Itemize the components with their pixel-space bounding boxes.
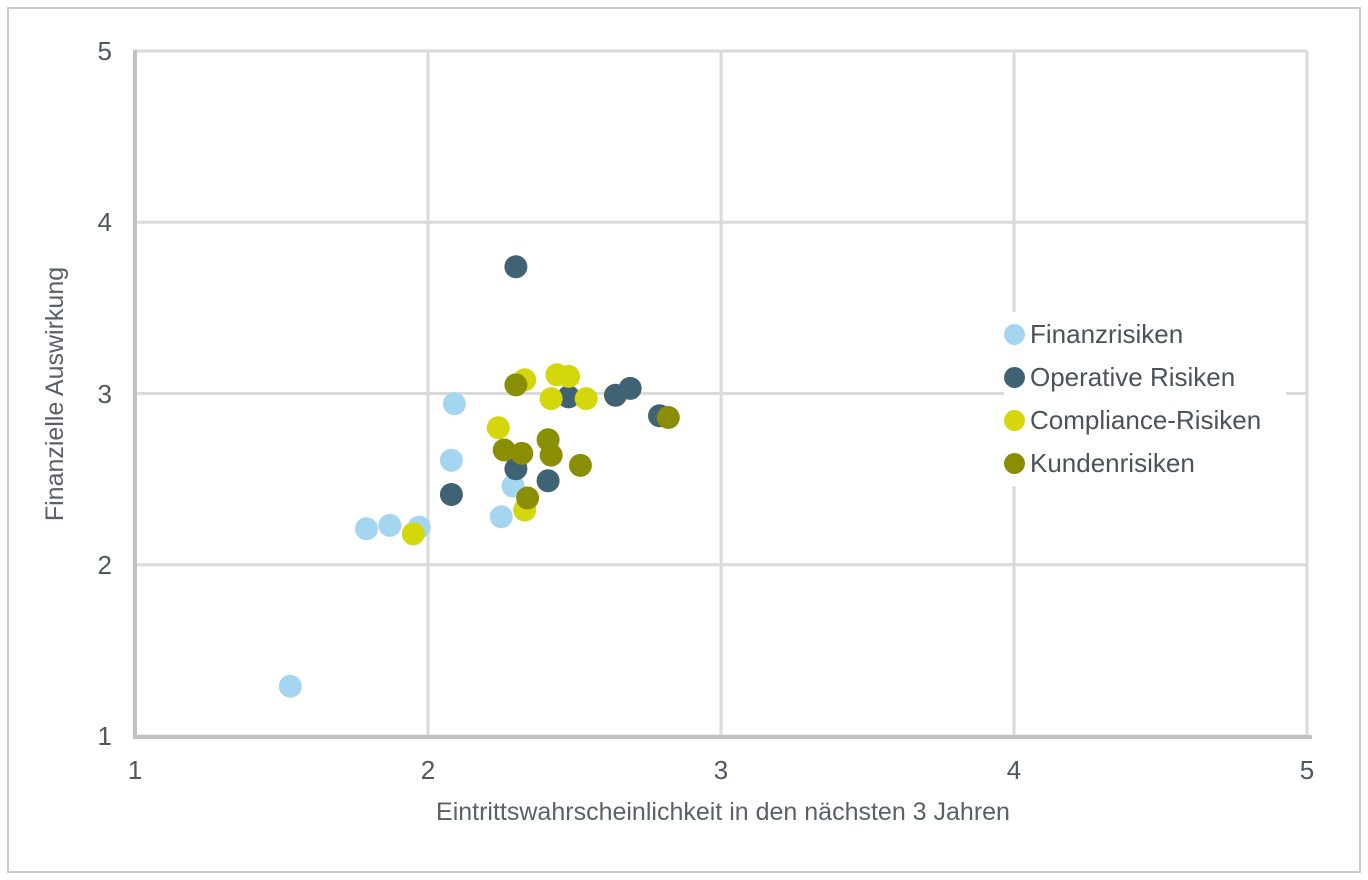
point-finanzrisiken	[355, 517, 378, 541]
point-operative-risiken	[504, 255, 528, 279]
point-finanzrisiken	[439, 448, 463, 472]
point-kundenrisiken	[656, 406, 680, 429]
point-kundenrisiken	[492, 438, 516, 462]
x-tick-label-4: 4	[1006, 755, 1022, 785]
point-kundenrisiken	[510, 441, 534, 465]
legend-label: Kundenrisiken	[1030, 448, 1195, 478]
point-kundenrisiken	[568, 453, 592, 477]
point-compliance-risiken	[539, 387, 563, 411]
point-operative-risiken	[439, 483, 463, 506]
point-operative-risiken	[618, 376, 642, 400]
point-compliance-risiken	[574, 387, 598, 411]
point-compliance-risiken	[486, 416, 510, 440]
legend-item-compliance-risiken: Compliance-Risiken	[1004, 399, 1286, 442]
legend-label: Compliance-Risiken	[1030, 405, 1262, 435]
x-tick-label-3: 3	[713, 755, 729, 785]
point-operative-risiken	[536, 469, 560, 493]
y-tick-label-1: 1	[97, 721, 112, 751]
legend-label: Finanzrisiken	[1030, 319, 1184, 349]
legend-marker-finanzrisiken-icon	[1004, 324, 1025, 345]
x-tick-label-1: 1	[127, 755, 143, 785]
y-tick-label-5: 5	[97, 36, 112, 66]
point-compliance-risiken	[401, 522, 425, 546]
legend: Finanzrisiken Operative Risiken Compliance…	[1004, 312, 1286, 486]
y-tick-label-4: 4	[97, 207, 112, 237]
y-tick-label-2: 2	[97, 550, 112, 580]
x-tick-label-5: 5	[1299, 755, 1315, 785]
legend-label: Operative Risiken	[1030, 362, 1236, 392]
point-finanzrisiken	[489, 505, 513, 529]
point-finanzrisiken	[278, 674, 302, 698]
point-finanzrisiken	[378, 513, 402, 537]
point-compliance-risiken	[557, 364, 581, 388]
point-kundenrisiken	[504, 373, 528, 397]
point-operative-risiken	[557, 385, 581, 409]
point-finanzrisiken	[442, 392, 466, 416]
legend-item-operative-risiken: Operative Risiken	[1004, 356, 1286, 399]
point-kundenrisiken	[516, 486, 540, 510]
legend-marker-compliance-risiken-icon	[1004, 410, 1025, 431]
legend-item-kundenrisiken: Kundenrisiken	[1004, 442, 1286, 485]
legend-marker-kundenrisiken-icon	[1004, 453, 1025, 474]
y-tick-label-3: 3	[97, 379, 112, 409]
x-axis-title: Eintrittswahrscheinlichkeit in den nächs…	[436, 798, 1010, 826]
point-kundenrisiken	[539, 443, 563, 467]
x-tick-label-2: 2	[420, 755, 436, 785]
legend-marker-operative-risiken-icon	[1004, 367, 1025, 388]
legend-item-finanzrisiken: Finanzrisiken	[1004, 313, 1286, 356]
